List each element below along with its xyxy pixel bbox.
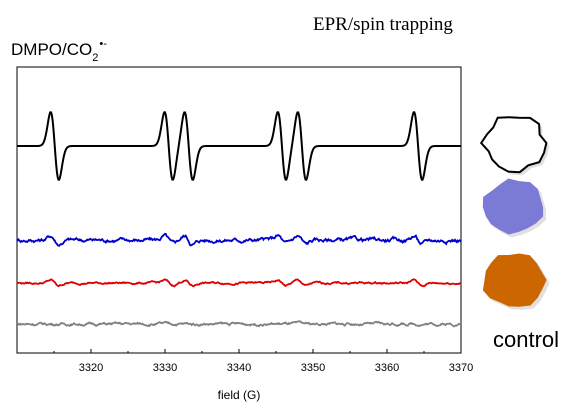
x-tick-label: 3320 bbox=[79, 362, 103, 374]
spectrum-line-1 bbox=[17, 111, 461, 181]
x-axis-label: field (G) bbox=[218, 388, 261, 402]
x-tick-label: 3370 bbox=[449, 362, 473, 374]
control-label: control bbox=[493, 327, 559, 352]
adduct-label-superscript: •- bbox=[99, 38, 107, 50]
x-tick-label: 3330 bbox=[153, 362, 177, 374]
spectrum-line-4 bbox=[16, 320, 462, 328]
spectrum-line-3 bbox=[16, 278, 462, 288]
x-tick-label: 3340 bbox=[227, 362, 251, 374]
blue-trace-sample-swatch bbox=[482, 178, 544, 235]
spectrum-traces bbox=[16, 111, 462, 328]
black-trace-sample-swatch bbox=[479, 116, 548, 174]
sample-swatches bbox=[479, 116, 550, 310]
plot-frame bbox=[16, 66, 462, 354]
x-axis: 3320 3330 3340 3350 3360 3370 bbox=[53, 349, 473, 374]
x-tick-label: 3350 bbox=[301, 362, 325, 374]
figure-title: EPR/spin trapping bbox=[313, 14, 453, 35]
adduct-label-subscript: 2 bbox=[92, 52, 98, 64]
red-trace-sample-swatch bbox=[482, 253, 547, 307]
adduct-label: DMPO/CO2•- bbox=[11, 38, 107, 64]
spectrum-line-2 bbox=[16, 232, 462, 248]
adduct-label-base: DMPO/CO bbox=[11, 40, 92, 59]
x-tick-label: 3360 bbox=[375, 362, 399, 374]
